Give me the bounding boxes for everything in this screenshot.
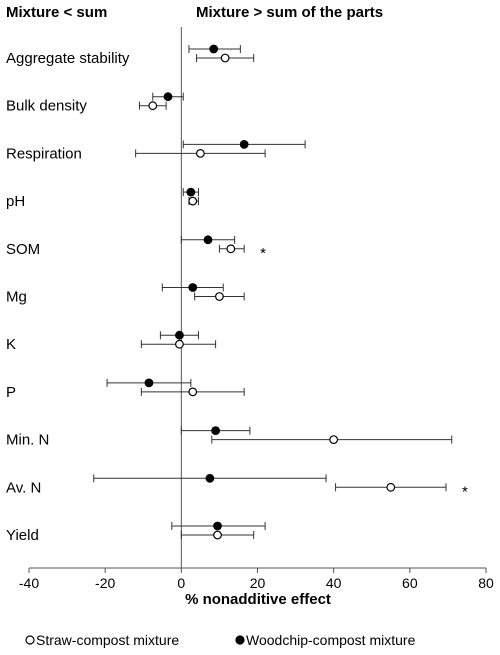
category-label: Mg [6, 289, 27, 306]
category-label: Bulk density [6, 98, 87, 115]
data-point [239, 139, 249, 149]
category-label: Respiration [6, 145, 82, 162]
data-point [186, 187, 196, 197]
data-point [209, 44, 219, 54]
header-left: Mixture < sum [6, 4, 107, 21]
legend-label: Straw-compost mixture [36, 632, 179, 648]
data-point [175, 330, 184, 340]
series-open [135, 53, 453, 540]
legend-marker [25, 635, 35, 645]
series-filled [93, 44, 327, 531]
data-point [144, 378, 154, 388]
x-tick-label: 0 [177, 575, 185, 591]
legend: Straw-compost mixture Woodchip-compost mi… [25, 632, 416, 648]
plot-area: ** [29, 27, 486, 569]
category-label: Min. N [6, 432, 49, 449]
data-point [213, 530, 222, 540]
significance-star: * [462, 483, 468, 500]
x-tick-label: 40 [326, 575, 342, 591]
data-point [195, 148, 205, 158]
category-label: K [6, 336, 16, 353]
data-point [188, 387, 198, 397]
data-point [203, 235, 213, 245]
data-point [386, 482, 396, 492]
data-point [213, 521, 222, 531]
category-label: SOM [6, 241, 40, 258]
data-point [211, 426, 221, 436]
x-tick-label: -40 [19, 575, 39, 591]
data-point [215, 292, 224, 301]
category-label: P [6, 384, 16, 401]
legend-label: Woodchip-compost mixture [246, 632, 416, 648]
data-point [205, 473, 215, 483]
data-point [163, 92, 173, 102]
category-label: Aggregate stability [6, 50, 130, 67]
category-labels: Aggregate stability Bulk density Respirati… [6, 50, 130, 544]
data-point [188, 283, 198, 292]
category-label: Av. N [6, 479, 41, 496]
data-point [188, 196, 198, 206]
data-point [148, 101, 158, 111]
data-point [175, 339, 184, 349]
x-tick-label: 80 [478, 575, 494, 591]
category-label: pH [6, 193, 25, 210]
header-right: Mixture > sum of the parts [196, 4, 383, 21]
x-tick-label: 20 [250, 575, 266, 591]
x-axis-ticks: -40 -20 0 20 40 60 80 [19, 568, 494, 591]
category-label: Yield [6, 527, 39, 544]
x-axis-label: % nonadditive effect [185, 591, 331, 608]
x-tick-label: 60 [402, 575, 418, 591]
significance-star: * [260, 245, 266, 262]
legend-marker [235, 635, 245, 645]
data-point [220, 53, 230, 63]
data-point [329, 435, 339, 445]
data-point [226, 244, 236, 254]
x-tick-label: -20 [95, 575, 115, 591]
